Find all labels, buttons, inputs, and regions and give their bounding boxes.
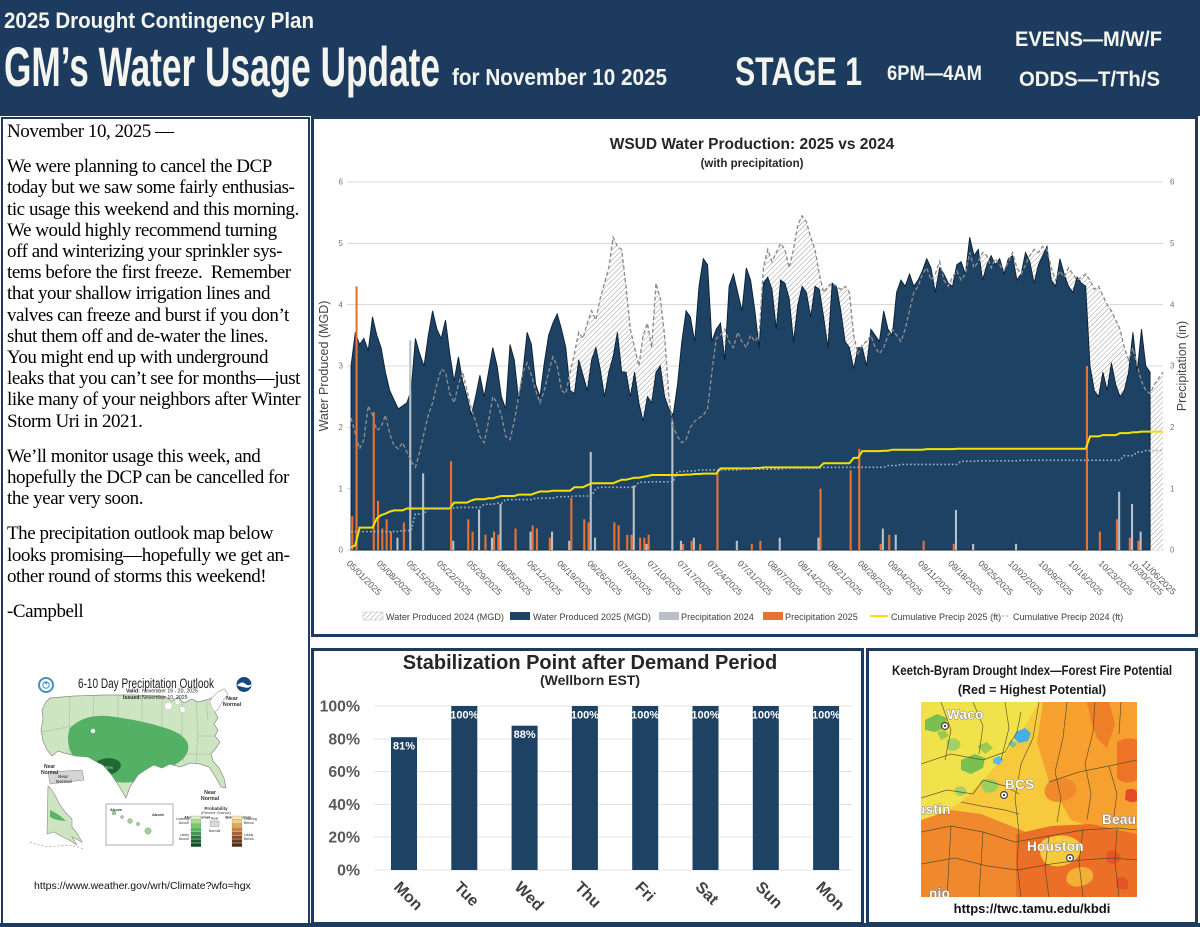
svg-text:40%: 40% (328, 797, 360, 814)
svg-text:Cumulative Precip 2024 (ft): Cumulative Precip 2024 (ft) (1013, 612, 1123, 622)
svg-text:6PM—4AM: 6PM—4AM (887, 62, 982, 85)
svg-text:Sun: Sun (752, 879, 785, 912)
svg-text:Above: Above (179, 821, 189, 825)
svg-text:EVENS—M/W/F: EVENS—M/W/F (1015, 28, 1162, 51)
svg-text:6: 6 (339, 178, 344, 187)
svg-text:Precipitation 2024: Precipitation 2024 (681, 612, 754, 622)
svg-text:4: 4 (1170, 300, 1175, 309)
svg-text:Thu: Thu (571, 879, 604, 912)
svg-text:BCS: BCS (1005, 777, 1034, 792)
svg-text:100%: 100% (571, 710, 599, 722)
svg-text:Near: Near (204, 790, 216, 796)
svg-text:Near: Near (44, 764, 55, 770)
svg-text:Water Produced 2024 (MGD): Water Produced 2024 (MGD) (386, 612, 504, 622)
svg-text:0%: 0% (337, 863, 360, 880)
svg-text:0: 0 (1170, 546, 1175, 555)
svg-text:(Red = Highest Potential): (Red = Highest Potential) (958, 683, 1106, 697)
svg-text:5: 5 (1170, 239, 1175, 248)
svg-text:0: 0 (339, 546, 344, 555)
svg-text:100%: 100% (320, 699, 360, 716)
svg-text:ODDS—T/Th/S: ODDS—T/Th/S (1019, 68, 1160, 91)
svg-text:Likely: Likely (180, 833, 189, 837)
svg-text:1: 1 (339, 484, 344, 493)
svg-text:Mon: Mon (812, 879, 847, 914)
svg-text:Below: Below (244, 821, 254, 825)
svg-text:(Percent Chance): (Percent Chance) (201, 811, 231, 815)
svg-text:5: 5 (339, 239, 344, 248)
svg-text:STAGE 1: STAGE 1 (735, 50, 862, 94)
svg-text:for November 10 2025: for November 10 2025 (452, 64, 667, 90)
svg-text:GM’s Water Usage Update: GM’s Water Usage Update (4, 35, 440, 98)
svg-text:ustin: ustin (921, 802, 951, 817)
svg-text:WSUD Water Production: 2025 vs: WSUD Water Production: 2025 vs 2024 (610, 136, 895, 153)
svg-text:Stabilization Point after Dema: Stabilization Point after Demand Period (403, 652, 778, 674)
svg-text:Waco: Waco (947, 707, 984, 722)
svg-text:2: 2 (1170, 423, 1175, 432)
svg-text:Probability: Probability (204, 806, 228, 811)
svg-text:Sat: Sat (692, 879, 722, 909)
svg-text:Normal: Normal (41, 770, 59, 776)
svg-text:88%: 88% (514, 729, 536, 741)
svg-text:4: 4 (339, 300, 344, 309)
svg-text:Valid:: Valid: (126, 689, 140, 695)
svg-text:3: 3 (1170, 362, 1175, 371)
svg-text:Leaning: Leaning (244, 817, 257, 821)
svg-text:Beau: Beau (1102, 812, 1136, 827)
svg-text:Water Produced (MGD): Water Produced (MGD) (317, 301, 331, 432)
svg-text:Keetch-Byram Drought Index—For: Keetch-Byram Drought Index—Forest Fire P… (892, 662, 1172, 678)
svg-text:Above: Above (110, 807, 123, 812)
svg-text:Likely: Likely (244, 833, 253, 837)
svg-text:Near: Near (211, 817, 220, 821)
svg-text:2: 2 (339, 423, 344, 432)
svg-text:Below: Below (244, 837, 254, 841)
svg-text:Normal: Normal (56, 779, 72, 784)
svg-text:Above: Above (179, 837, 189, 841)
svg-text:1: 1 (1170, 484, 1175, 493)
svg-text:Precipitation 2025: Precipitation 2025 (785, 612, 858, 622)
svg-text:6-10 Day Precipitation Outlook: 6-10 Day Precipitation Outlook (78, 676, 214, 691)
svg-text:Tue: Tue (450, 879, 481, 910)
svg-text:Normal: Normal (201, 796, 220, 802)
svg-text:100%: 100% (752, 710, 780, 722)
svg-text:3: 3 (339, 362, 344, 371)
svg-text:6: 6 (1170, 178, 1175, 187)
svg-text:November 16 - 20, 2025: November 16 - 20, 2025 (142, 689, 198, 695)
svg-text:80%: 80% (328, 731, 360, 748)
svg-text:40-50%: 40-50% (99, 765, 113, 770)
svg-text:Near: Near (226, 696, 238, 702)
svg-text:100%: 100% (812, 710, 840, 722)
svg-text:Normal: Normal (209, 829, 221, 833)
svg-text:20%: 20% (328, 830, 360, 847)
svg-text:100%: 100% (631, 710, 659, 722)
svg-text:60%: 60% (328, 764, 360, 781)
svg-text:(Wellborn EST): (Wellborn EST) (540, 672, 640, 688)
svg-text:Fri: Fri (631, 879, 657, 905)
svg-text:Mon: Mon (390, 879, 425, 914)
svg-text:100%: 100% (450, 710, 478, 722)
svg-text:(with precipitation): (with precipitation) (701, 158, 804, 170)
svg-text:Wed: Wed (511, 879, 547, 915)
svg-text:November 10, 2025: November 10, 2025 (142, 695, 188, 701)
svg-text:Cumulative Precip 2025 (ft): Cumulative Precip 2025 (ft) (891, 612, 1001, 622)
svg-text:Precipitation (in): Precipitation (in) (1175, 321, 1189, 411)
svg-text:100%: 100% (691, 710, 719, 722)
svg-text:Near: Near (58, 774, 68, 779)
svg-text:81%: 81% (393, 741, 415, 753)
svg-text:Water Produced 2025 (MGD): Water Produced 2025 (MGD) (533, 612, 651, 622)
svg-text:Leaning: Leaning (176, 817, 189, 821)
svg-text:Normal: Normal (223, 702, 242, 708)
svg-text:Houston: Houston (1027, 839, 1084, 854)
svg-text:Above: Above (152, 812, 165, 817)
svg-text:Issued:: Issued: (123, 695, 141, 701)
svg-text:nio: nio (929, 886, 950, 897)
svg-text:2025 Drought Contingency Plan: 2025 Drought Contingency Plan (4, 8, 314, 33)
